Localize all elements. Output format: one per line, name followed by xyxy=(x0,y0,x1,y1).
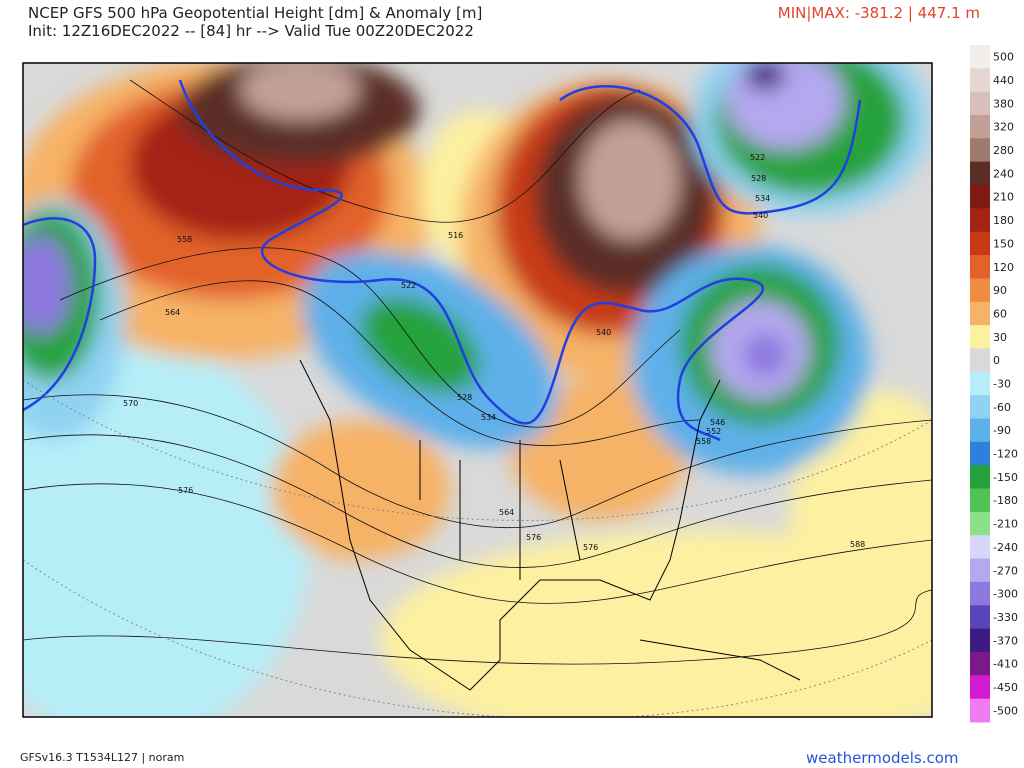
colorbar-swatch xyxy=(970,301,990,326)
colorbar-label: 320 xyxy=(993,121,1014,134)
contour-labels: 558 564 570 576 522 516 528 534 522 528 … xyxy=(123,153,865,552)
colorbar-label: 90 xyxy=(993,284,1007,297)
colorbar-swatch xyxy=(970,208,990,233)
colorbar-swatch xyxy=(970,255,990,279)
colorbar-label: 0 xyxy=(993,354,1000,367)
min-max: MIN|MAX: -381.2 | 447.1 m xyxy=(777,4,980,22)
colorbar-swatch xyxy=(970,511,990,536)
colorbar-label: -180 xyxy=(993,494,1018,507)
colorbar-label: -270 xyxy=(993,564,1018,577)
contour-label: 540 xyxy=(753,211,768,220)
colorbar-swatch xyxy=(970,395,990,420)
graticule xyxy=(23,379,932,717)
colorbar-label: 120 xyxy=(993,261,1014,274)
colorbar-swatch xyxy=(970,115,990,139)
colorbar-swatch xyxy=(970,535,990,560)
colorbar-swatch xyxy=(970,68,990,93)
colorbar-label: -300 xyxy=(993,588,1018,601)
contour-label: 534 xyxy=(481,413,496,422)
colorbar-swatch xyxy=(970,488,990,513)
colorbar-label: 150 xyxy=(993,237,1014,250)
colorbar-swatch xyxy=(970,348,990,373)
contour-label: 528 xyxy=(457,393,472,402)
colorbar-swatch xyxy=(970,325,990,349)
540-contour xyxy=(23,79,862,442)
colorbar-swatch xyxy=(970,185,990,209)
colorbar-label: 180 xyxy=(993,214,1014,227)
colorbar-label: 60 xyxy=(993,307,1007,320)
contour-label: 552 xyxy=(706,427,721,436)
colorbar-label: -210 xyxy=(993,518,1018,531)
colorbar-label: -30 xyxy=(993,378,1011,391)
colorbar-label: -410 xyxy=(993,658,1018,671)
height-contours xyxy=(23,79,932,665)
colorbar-swatch xyxy=(970,231,990,256)
colorbar-label: -150 xyxy=(993,471,1018,484)
colorbar-swatch xyxy=(970,91,990,116)
contour-label: 558 xyxy=(696,437,711,446)
contour-label: 540 xyxy=(596,328,611,337)
colorbar-label: -90 xyxy=(993,424,1011,437)
colorbar-label: 280 xyxy=(993,144,1014,157)
colorbar-label: 30 xyxy=(993,331,1007,344)
colorbar-swatch xyxy=(970,45,990,69)
contour-label: 516 xyxy=(448,231,463,240)
colorbar-swatch xyxy=(970,138,990,163)
contour-label: 576 xyxy=(526,533,541,542)
contour-label: 522 xyxy=(401,281,416,290)
contour-label: 564 xyxy=(165,308,180,317)
colorbar-label: -60 xyxy=(993,401,1011,414)
colorbar-swatch xyxy=(970,581,990,606)
colorbar-label: -450 xyxy=(993,681,1018,694)
coastlines xyxy=(299,359,801,691)
contour-label: 528 xyxy=(751,174,766,183)
colorbar-label: -370 xyxy=(993,634,1018,647)
colorbar-label: 240 xyxy=(993,167,1014,180)
colorbar-swatch xyxy=(970,651,990,676)
contour-label: 534 xyxy=(755,194,770,203)
contour-label: 558 xyxy=(177,235,192,244)
contour-label: 576 xyxy=(583,543,598,552)
colorbar-swatch xyxy=(970,628,990,653)
colorbar-label: 440 xyxy=(993,74,1014,87)
colorbar-label: -120 xyxy=(993,448,1018,461)
colorbar-label: -330 xyxy=(993,611,1018,624)
colorbar-label: 210 xyxy=(993,191,1014,204)
colorbar-label: -240 xyxy=(993,541,1018,554)
colorbar-swatch xyxy=(970,161,990,186)
contour-label: 564 xyxy=(499,508,514,517)
init-line: Init: 12Z16DEC2022 -- [84] hr --> Valid … xyxy=(28,22,474,40)
colorbar-swatch xyxy=(970,278,990,303)
colorbar-label: -500 xyxy=(993,704,1018,717)
site: weathermodels.com xyxy=(806,749,959,767)
contour-label: 576 xyxy=(178,486,193,495)
contour-label: 522 xyxy=(750,153,765,162)
colorbar-swatch xyxy=(970,675,990,700)
colorbar-swatch xyxy=(970,558,990,583)
colorbar-swatch xyxy=(970,371,990,396)
colorbar-label: 380 xyxy=(993,97,1014,110)
anomaly-field: 558 564 570 576 522 516 528 534 522 528 … xyxy=(23,63,932,717)
contour-label: 546 xyxy=(710,418,725,427)
map-frame xyxy=(22,62,933,718)
colorbar-label: 500 xyxy=(993,51,1014,64)
contour-label: 570 xyxy=(123,399,138,408)
colorbar-swatch xyxy=(970,441,990,466)
model-info: GFSv16.3 T1534L127 | noram xyxy=(20,751,185,764)
contour-label: 588 xyxy=(850,540,865,549)
colorbar: 500 440 380 320 280 240 210 180 150 120 90 60 30 0 -30… xyxy=(970,45,1018,723)
colorbar-swatch xyxy=(970,465,990,490)
colorbar-swatch xyxy=(970,605,990,630)
title: NCEP GFS 500 hPa Geopotential Height [dm… xyxy=(28,4,483,22)
colorbar-swatch xyxy=(970,418,990,443)
colorbar-swatch xyxy=(970,698,990,723)
